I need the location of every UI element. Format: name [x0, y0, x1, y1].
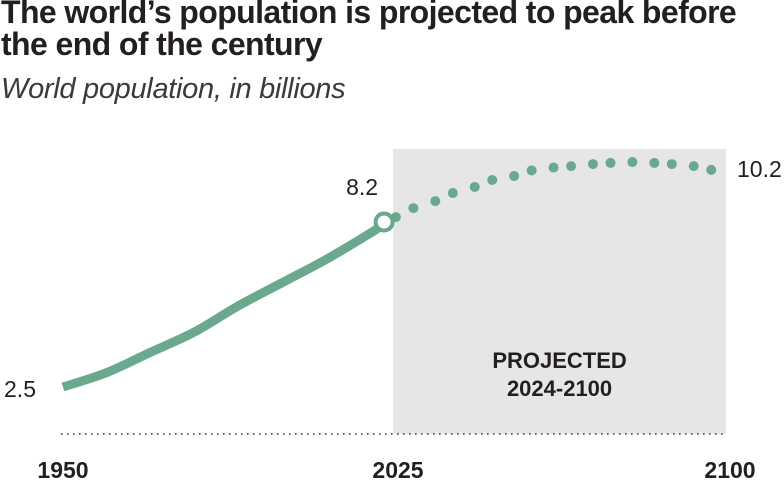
projected-dot: [587, 159, 598, 170]
projected-dot: [627, 157, 638, 168]
projected-dot: [548, 162, 559, 173]
x-tick-label: 2025: [372, 457, 423, 483]
x-tick-label: 2100: [704, 457, 755, 483]
projection-label-line1: PROJECTED: [492, 348, 626, 373]
projected-dot: [509, 170, 520, 181]
start-value-label: 2.5: [4, 376, 36, 402]
projected-dot: [447, 188, 458, 199]
projected-dot: [526, 165, 537, 176]
x-tick-label: 1950: [37, 457, 88, 483]
historical-line: [61, 218, 390, 392]
projection-band: [393, 149, 726, 434]
projected-dot: [649, 157, 660, 168]
projection-label-line2: 2024-2100: [507, 376, 612, 401]
projected-dot: [666, 159, 677, 170]
chart-title: The world’s population is projected to p…: [1, 0, 737, 62]
projected-dot: [469, 181, 480, 192]
end-value-label: 10.2: [737, 156, 782, 182]
chart-subtitle: World population, in billions: [1, 73, 346, 105]
projected-dot: [408, 203, 419, 214]
projected-dot: [706, 164, 717, 175]
projected-dots: [390, 157, 717, 223]
current-value-label: 8.2: [346, 174, 378, 200]
current-value-marker: [373, 211, 395, 233]
projected-dot: [487, 175, 498, 186]
projected-dot: [688, 161, 699, 172]
projected-dot: [605, 157, 616, 168]
projected-dot: [430, 196, 441, 207]
projected-dot: [566, 161, 577, 172]
